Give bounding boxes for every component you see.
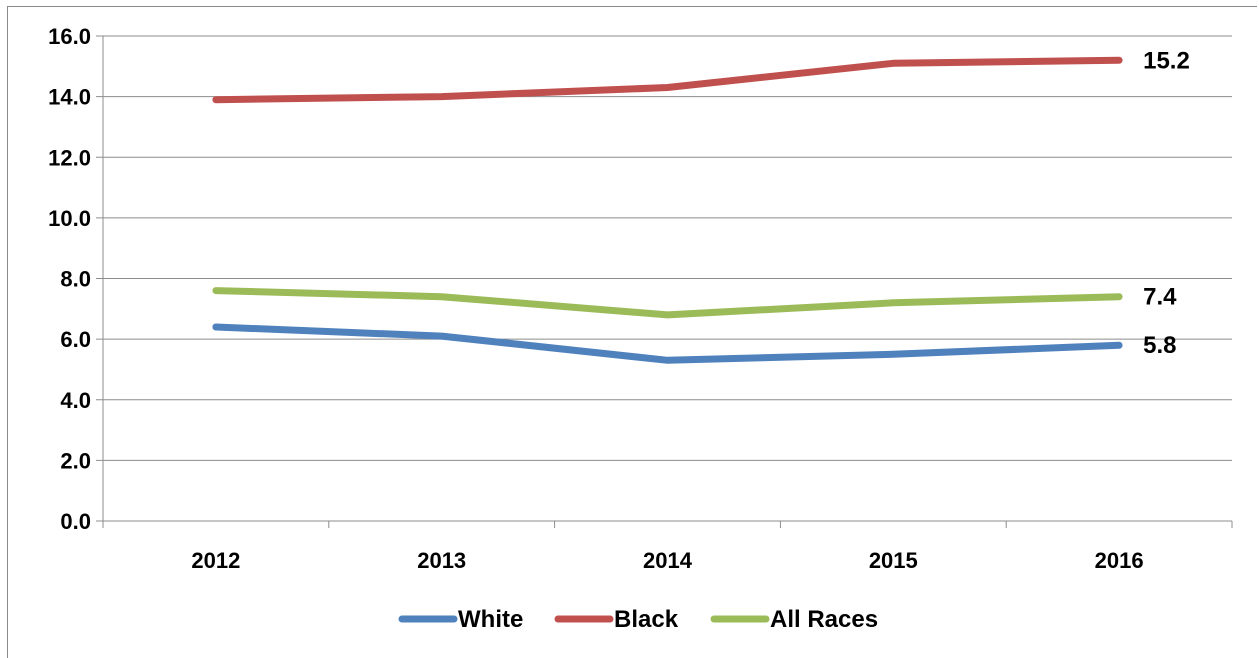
y-tick-label: 10.0 <box>48 206 91 231</box>
x-tick-label: 2016 <box>1095 548 1144 573</box>
series-line-black <box>212 56 1123 104</box>
axes <box>96 35 1233 528</box>
series-line-white <box>212 323 1123 364</box>
y-tick-labels: 0.0 2.0 4.0 6.0 8.0 10.0 12.0 14.0 16.0 <box>48 24 91 534</box>
data-label-black: 15.2 <box>1143 47 1190 74</box>
chart-frame <box>7 6 1257 658</box>
data-label-all-races: 7.4 <box>1143 284 1177 311</box>
series-lines <box>212 56 1123 364</box>
y-tick-label: 0.0 <box>60 509 91 534</box>
x-tick-label: 2014 <box>643 548 693 573</box>
x-tick-labels: 2012 2013 2014 2015 2016 <box>191 548 1143 573</box>
data-label-white: 5.8 <box>1143 332 1176 359</box>
legend-label: All Races <box>770 606 878 633</box>
legend: White Black All Races <box>398 606 878 633</box>
x-tick-label: 2015 <box>869 548 918 573</box>
legend-label: Black <box>614 606 679 633</box>
y-tick-label: 2.0 <box>60 448 91 473</box>
y-tick-label: 12.0 <box>48 145 91 170</box>
x-tick-label: 2013 <box>417 548 466 573</box>
y-tick-label: 16.0 <box>48 24 91 49</box>
y-tick-label: 8.0 <box>60 267 91 292</box>
data-labels: 5.8 15.2 7.4 <box>1143 47 1190 359</box>
y-tick-label: 6.0 <box>60 327 91 352</box>
y-tick-label: 14.0 <box>48 85 91 110</box>
x-tick-label: 2012 <box>191 548 240 573</box>
series-line-all-races <box>212 287 1123 319</box>
y-tick-label: 4.0 <box>60 388 91 413</box>
legend-label: White <box>458 606 523 633</box>
